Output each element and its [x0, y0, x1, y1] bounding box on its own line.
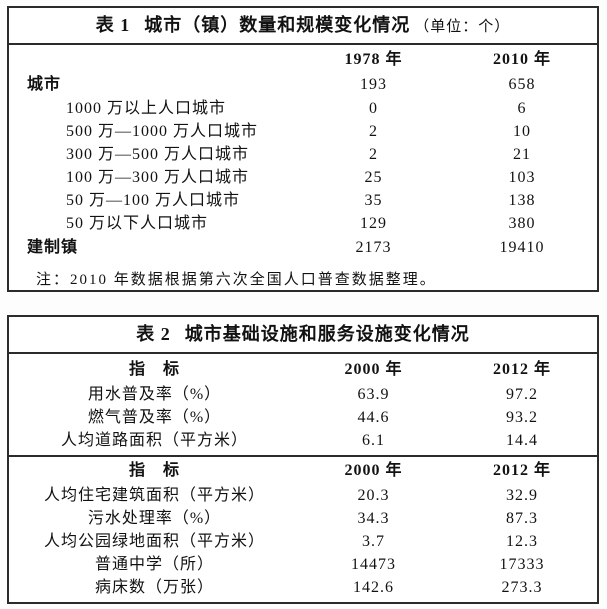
table1-header-1978: 1978 年: [344, 51, 403, 68]
row-value-2010: 138: [508, 192, 536, 209]
table-row: 用水普及率（%） 63.9 97.2: [9, 383, 597, 406]
row-value-2010: 6: [517, 100, 527, 117]
table-row: 100 万—300 万人口城市 25 103: [9, 166, 597, 189]
row-value-1978: 0: [369, 100, 379, 117]
row-value-2012: 17333: [499, 556, 545, 573]
table1-title-number: 表 1: [95, 15, 131, 35]
table2-title-text: 城市基础设施和服务设施变化情况: [184, 324, 470, 344]
row-label: 人均公园绿地面积（平方米）: [44, 533, 266, 550]
row-value-1978: 35: [364, 192, 383, 209]
row-label: 病床数（万张）: [95, 579, 215, 596]
row-value-2010: 103: [508, 169, 536, 186]
table2-section2-header: 指 标 2000 年 2012 年: [9, 457, 597, 484]
row-label: 人均道路面积（平方米）: [61, 432, 249, 449]
table1-box: 表 1 城市（镇）数量和规模变化情况 （单位：个） 1978 年 2010 年 城市…: [7, 6, 599, 292]
row-value-2010: 10: [513, 123, 532, 140]
row-value-2012: 273.3: [501, 579, 543, 596]
row-value-1978: 193: [360, 76, 388, 93]
row-value-2000: 44.6: [357, 409, 390, 426]
table-row: 普通中学（所） 14473 17333: [9, 553, 597, 576]
table-row: 污水处理率（%） 34.3 87.3: [9, 507, 597, 530]
row-label: 建制镇: [27, 239, 79, 256]
row-label: 普通中学（所）: [95, 556, 215, 573]
row-value-1978: 25: [364, 169, 383, 186]
table-row: 建制镇 2173 19410: [9, 235, 597, 260]
row-value-2012: 93.2: [506, 409, 539, 426]
row-value-2000: 14473: [351, 556, 397, 573]
table-row: 300 万—500 万人口城市 2 21: [9, 143, 597, 166]
header-2012: 2012 年: [493, 462, 552, 479]
table-row: 燃气普及率（%） 44.6 93.2: [9, 406, 597, 429]
row-value-2000: 3.7: [362, 533, 386, 550]
row-value-2012: 12.3: [506, 533, 539, 550]
header-2012: 2012 年: [493, 361, 552, 378]
row-label: 燃气普及率（%）: [87, 409, 222, 426]
table-row: 50 万—100 万人口城市 35 138: [9, 189, 597, 212]
row-value-1978: 2: [369, 146, 379, 163]
table-row: 50 万以下人口城市 129 380: [9, 212, 597, 235]
row-label: 用水普及率（%）: [87, 386, 222, 403]
row-label: 300 万—500 万人口城市: [66, 146, 250, 163]
row-value-1978: 2: [369, 123, 379, 140]
row-value-2000: 63.9: [357, 386, 390, 403]
table-row: 人均道路面积（平方米） 6.1 14.4: [9, 429, 597, 452]
row-label: 1000 万以上人口城市: [66, 100, 227, 117]
row-value-2000: 20.3: [357, 487, 390, 504]
row-value-2000: 34.3: [357, 510, 390, 527]
header-2000: 2000 年: [344, 462, 403, 479]
table-row: 500 万—1000 万人口城市 2 10: [9, 120, 597, 143]
table1-title-unit: （单位：个）: [414, 19, 511, 35]
row-value-2012: 32.9: [506, 487, 539, 504]
row-value-2000: 6.1: [362, 432, 386, 449]
header-indicator: 指 标: [129, 361, 181, 378]
row-value-2010: 380: [508, 215, 536, 232]
row-label: 50 万以下人口城市: [66, 215, 209, 232]
row-value-2000: 142.6: [353, 579, 395, 596]
table1-header-2010: 2010 年: [493, 51, 552, 68]
table-row: 病床数（万张） 142.6 273.3: [9, 576, 597, 599]
row-value-2010: 658: [508, 76, 536, 93]
table2-section1-header: 指 标 2000 年 2012 年: [9, 356, 597, 383]
row-label: 污水处理率（%）: [87, 510, 222, 527]
table2-title-number: 表 2: [136, 324, 171, 344]
table1-title: 表 1 城市（镇）数量和规模变化情况 （单位：个）: [9, 8, 597, 45]
row-label: 人均住宅建筑面积（平方米）: [44, 487, 266, 504]
table-row: 城市 193 658: [9, 72, 597, 97]
row-value-2010: 19410: [499, 239, 545, 256]
table2-title: 表 2 城市基础设施和服务设施变化情况: [9, 317, 597, 354]
header-indicator: 指 标: [129, 462, 181, 479]
row-label: 100 万—300 万人口城市: [66, 169, 250, 186]
table1-title-text: 城市（镇）数量和规模变化情况: [144, 15, 411, 35]
table1-footnote: 注：2010 年数据根据第六次全国人口普查数据整理。: [36, 272, 437, 288]
row-value-1978: 2173: [355, 239, 392, 256]
row-value-2012: 97.2: [506, 386, 539, 403]
row-value-2012: 14.4: [506, 432, 539, 449]
row-label: 城市: [27, 76, 62, 93]
row-value-1978: 129: [360, 215, 388, 232]
section-divider: [9, 455, 597, 457]
row-label: 50 万—100 万人口城市: [66, 192, 241, 209]
row-value-2010: 21: [513, 146, 532, 163]
table2-box: 表 2 城市基础设施和服务设施变化情况 指 标 2000 年 2012 年 用水普…: [7, 315, 599, 604]
table-row: 1000 万以上人口城市 0 6: [9, 97, 597, 120]
table-row: 人均公园绿地面积（平方米） 3.7 12.3: [9, 530, 597, 553]
table-row: 人均住宅建筑面积（平方米） 20.3 32.9: [9, 484, 597, 507]
header-2000: 2000 年: [344, 361, 403, 378]
table1-header-row: 1978 年 2010 年: [9, 47, 597, 72]
row-value-2012: 87.3: [506, 510, 539, 527]
row-label: 500 万—1000 万人口城市: [66, 123, 259, 140]
table1-header-blank: [9, 47, 300, 72]
